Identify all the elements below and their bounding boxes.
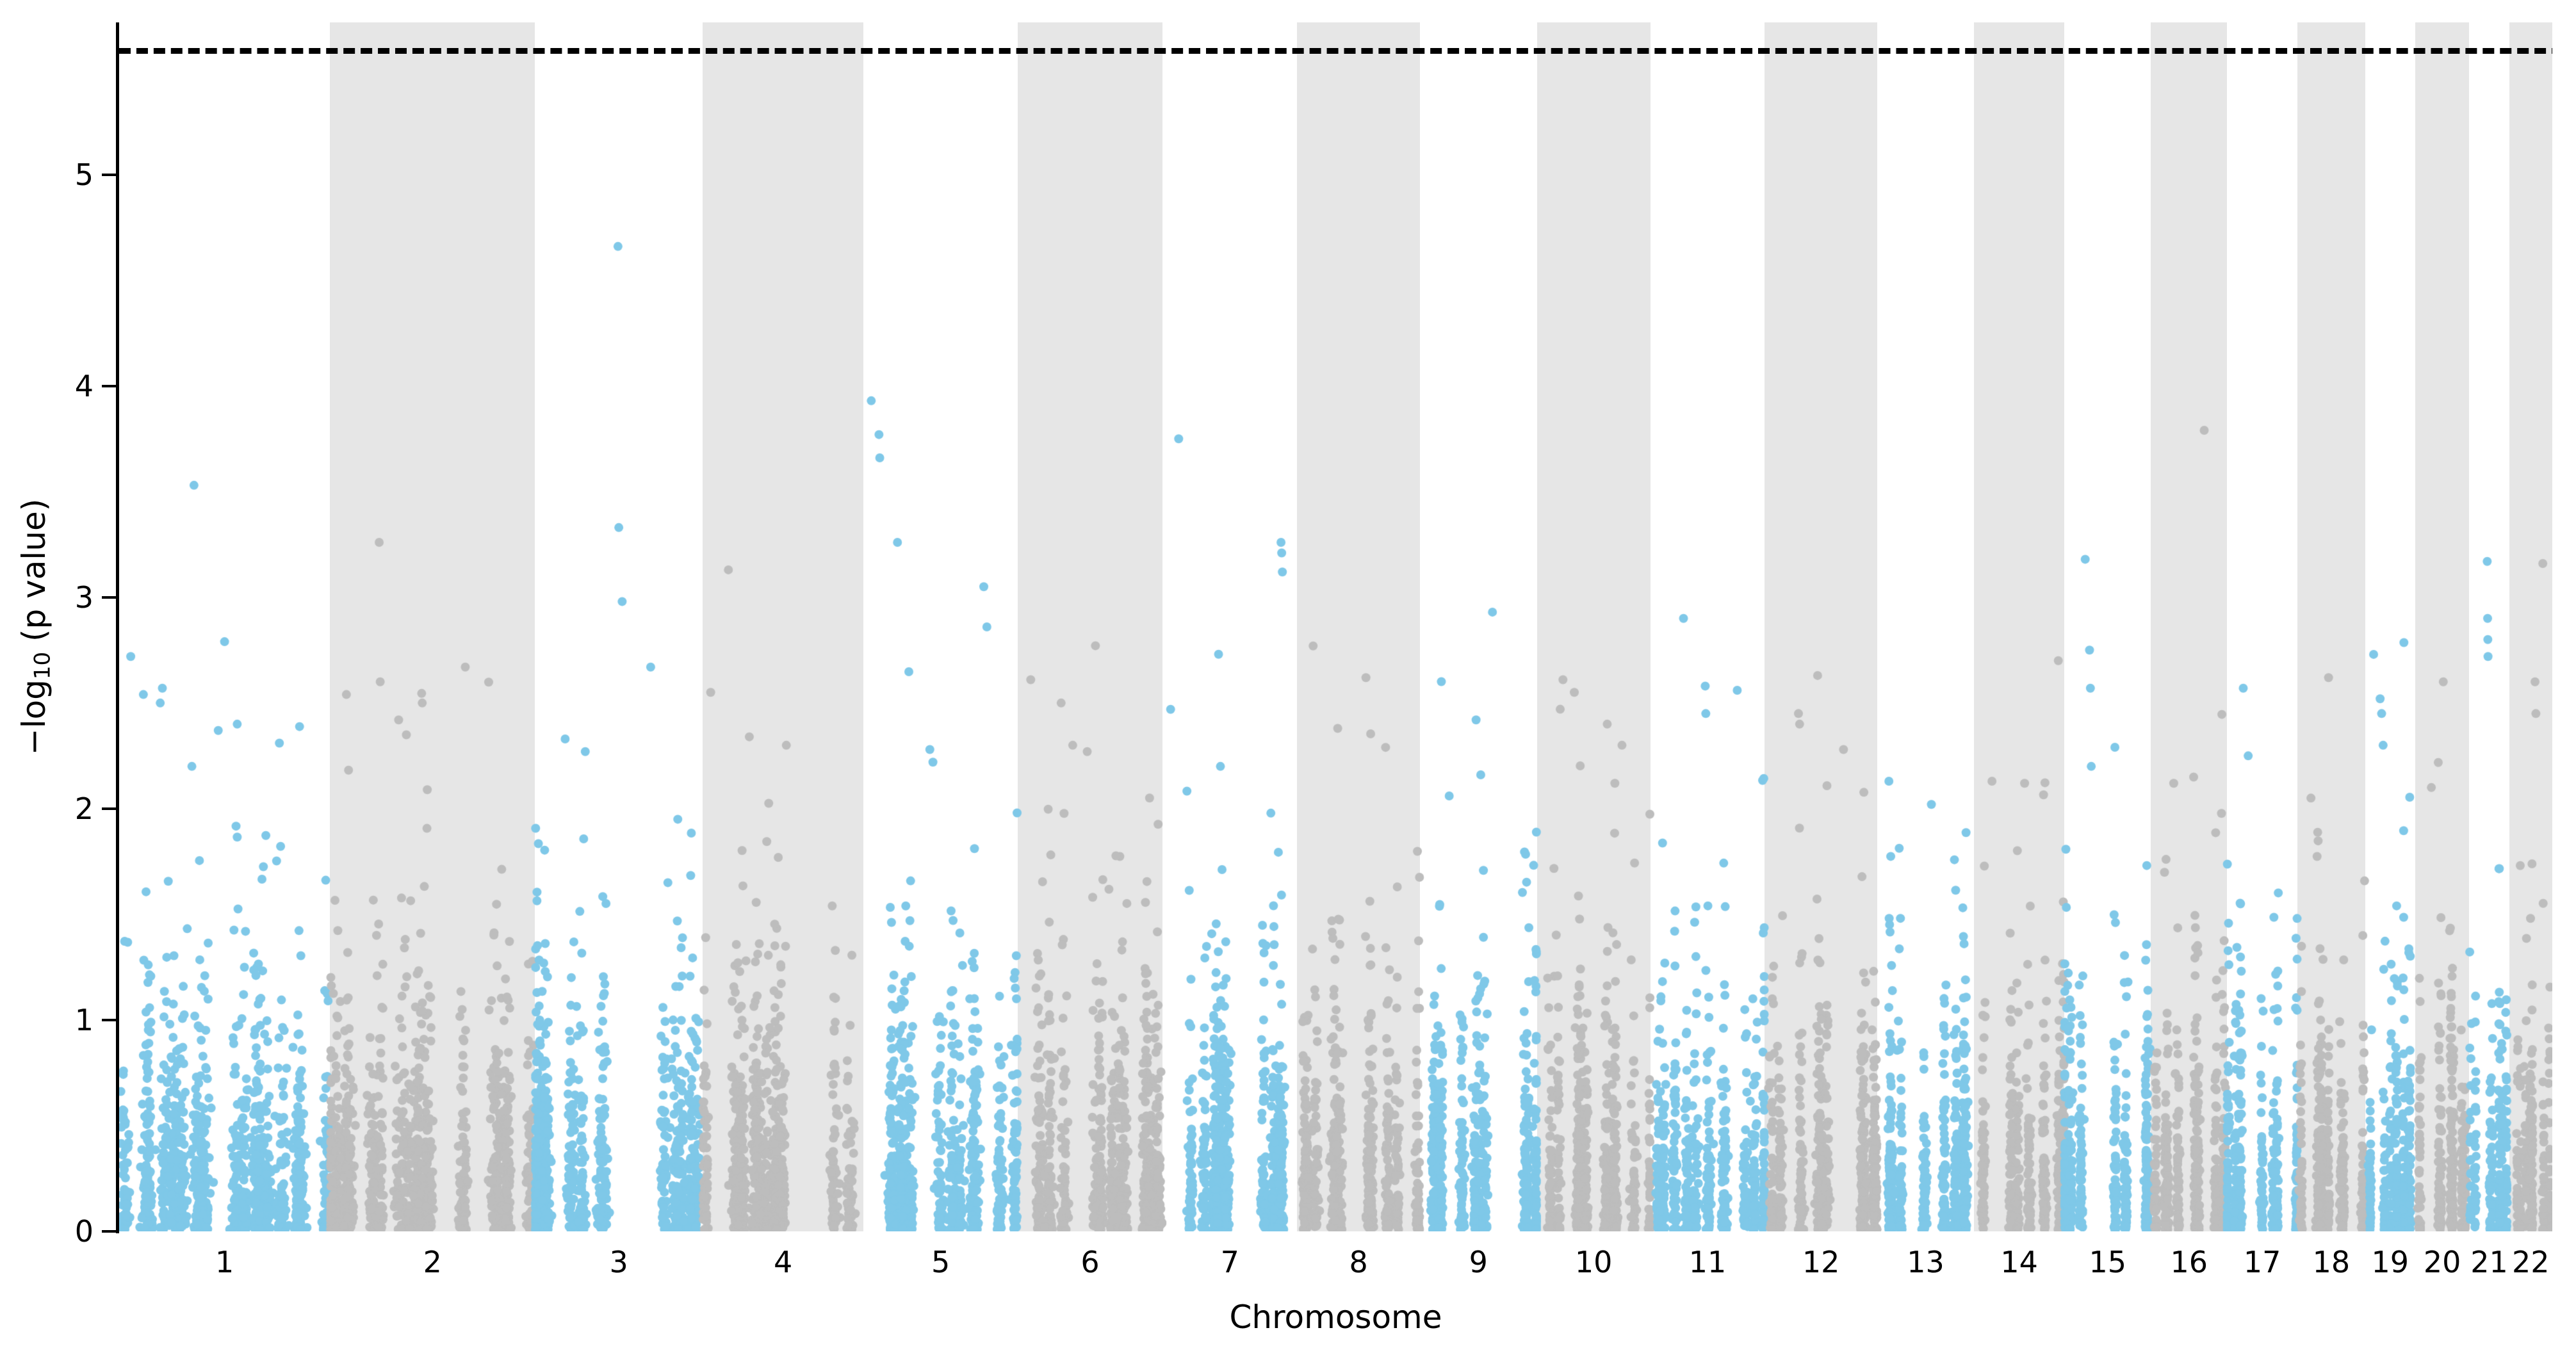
y-tick-mark-2 [102, 807, 116, 810]
x-tick-label-chr8: 8 [1349, 1245, 1368, 1279]
x-tick-label-chr19: 19 [2371, 1245, 2409, 1279]
y-tick-label-1: 1 [74, 1002, 94, 1037]
x-tick-label-chr3: 3 [609, 1245, 628, 1279]
plot-area [119, 22, 2552, 1231]
y-tick-mark-0 [102, 1230, 116, 1233]
x-tick-label-chr11: 11 [1688, 1245, 1727, 1279]
x-tick-label-chr22: 22 [2511, 1245, 2550, 1279]
y-tick-label-2: 2 [74, 791, 94, 826]
x-tick-label-chr15: 15 [2089, 1245, 2127, 1279]
x-tick-label-chr13: 13 [1907, 1245, 1944, 1279]
scatter-points-layer [119, 22, 2552, 1231]
genome-wide-significance-line [119, 47, 2552, 54]
x-tick-label-chr18: 18 [2312, 1245, 2351, 1279]
x-tick-label-chr21: 21 [2470, 1245, 2508, 1279]
y-axis-label-subscript: 10 [29, 651, 56, 680]
x-tick-label-chr12: 12 [1802, 1245, 1840, 1279]
x-tick-label-chr5: 5 [931, 1245, 950, 1279]
y-tick-mark-4 [102, 384, 116, 387]
x-tick-label-chr4: 4 [774, 1245, 793, 1279]
x-tick-label-chr17: 17 [2243, 1245, 2281, 1279]
y-tick-label-0: 0 [74, 1214, 94, 1249]
x-tick-label-chr20: 20 [2423, 1245, 2461, 1279]
x-tick-label-chr14: 14 [2000, 1245, 2038, 1279]
y-axis-label: −log10 (p value) [15, 499, 55, 756]
y-axis-label-suffix: (p value) [15, 498, 53, 652]
y-tick-mark-5 [102, 173, 116, 176]
x-tick-label-chr2: 2 [423, 1245, 442, 1279]
y-tick-mark-3 [102, 596, 116, 599]
y-axis-label-prefix: −log [15, 679, 53, 756]
x-tick-label-chr1: 1 [215, 1245, 234, 1279]
y-axis-spine [116, 22, 119, 1233]
x-tick-label-chr7: 7 [1220, 1245, 1239, 1279]
y-tick-label-5: 5 [74, 157, 94, 192]
y-tick-label-4: 4 [74, 368, 94, 403]
x-tick-label-chr16: 16 [2170, 1245, 2208, 1279]
x-tick-label-chr6: 6 [1080, 1245, 1100, 1279]
y-tick-label-3: 3 [74, 580, 94, 615]
x-tick-label-chr9: 9 [1469, 1245, 1488, 1279]
x-axis-label: Chromosome [1229, 1299, 1442, 1336]
y-tick-mark-1 [102, 1018, 116, 1021]
x-tick-label-chr10: 10 [1574, 1245, 1613, 1279]
